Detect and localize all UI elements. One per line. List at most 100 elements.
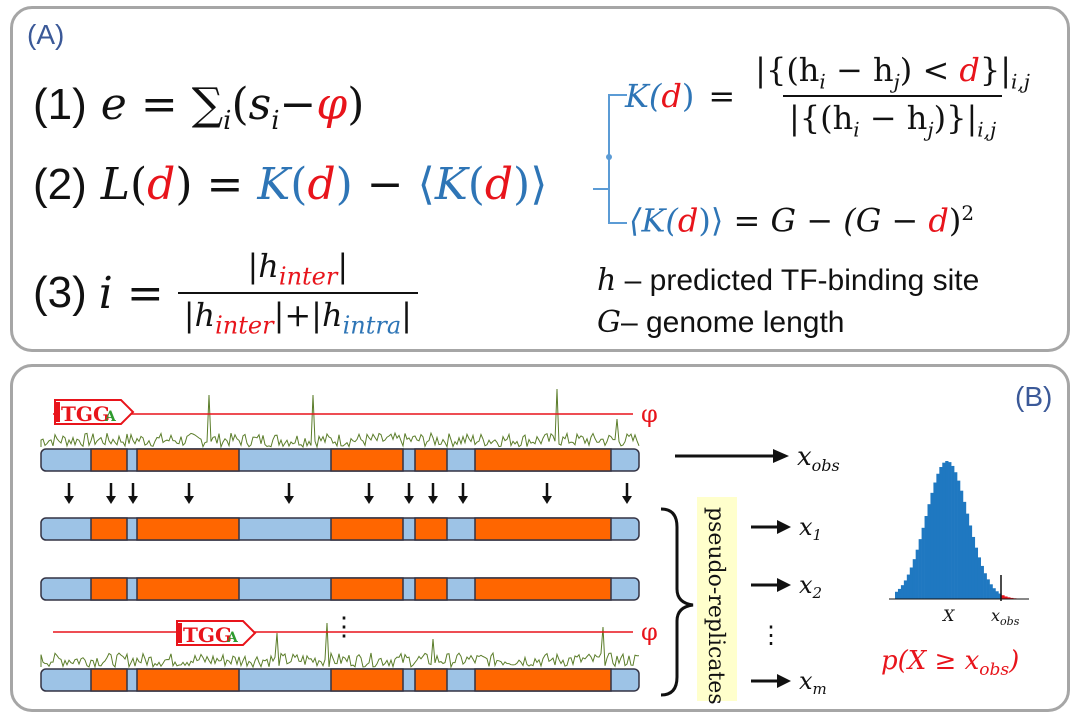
bar-segment	[414, 668, 448, 692]
histogram-bin	[939, 467, 943, 599]
eq3-number: (3)	[33, 268, 87, 318]
bar-segment	[330, 577, 404, 601]
genome-bar-replicate-m	[40, 668, 640, 692]
eq1-sum: ∑	[191, 79, 224, 130]
bar-segment	[474, 517, 612, 541]
k-def-fraction: |{(hi − hj) < d}|i,j |{(hi − hj)}|i,j	[749, 51, 1036, 142]
eq3-lhs: i	[98, 267, 113, 319]
expected-k: ⟨K(d)⟩ = G − (G − d)2	[629, 201, 975, 240]
bar-segment	[474, 668, 612, 692]
histogram-bin	[957, 480, 961, 599]
k-def-numerator: |{(hi − hj) < d}|i,j	[755, 51, 1031, 94]
panel-b-tag: (B)	[1015, 381, 1053, 412]
bar-segment	[414, 448, 448, 472]
signal-noise	[40, 388, 640, 449]
bar-segment	[330, 517, 404, 541]
histogram-bin	[960, 490, 964, 599]
histogram-bin	[912, 559, 916, 599]
k-def-d: d	[661, 77, 682, 116]
genome-bar-replicate-1	[40, 517, 640, 541]
histogram-bin	[995, 591, 999, 599]
eq2-d2: d	[307, 159, 336, 210]
histogram-bin	[945, 461, 949, 599]
svg-text:A: A	[226, 630, 239, 646]
bar-segment	[136, 577, 240, 601]
histogram-bin	[974, 547, 979, 599]
bar-segment	[330, 668, 404, 692]
bar-segment	[136, 448, 240, 472]
bar-segment	[90, 668, 128, 692]
histogram-bin	[1010, 597, 1014, 599]
bar-segment	[90, 448, 128, 472]
genome-bar-observed	[40, 448, 640, 472]
vdots-right: ⋮	[759, 621, 783, 649]
eq1-close: )	[347, 79, 365, 130]
bar-segment	[90, 517, 128, 541]
eq1-equals: =	[140, 79, 178, 130]
motif-logo-top: TGG A	[54, 399, 135, 426]
histogram-bin	[924, 516, 928, 599]
hist-x-label: X	[941, 606, 955, 625]
arrow-xm	[751, 674, 791, 688]
svg-text:TGG: TGG	[61, 402, 110, 426]
arrow-x2	[751, 578, 791, 592]
panel-a-tag: (A)	[27, 19, 65, 50]
histogram-bin	[909, 567, 914, 599]
motif-logo-bottom: TGG A	[176, 620, 257, 647]
histogram-bin	[998, 593, 1002, 599]
panel-b-diagram: φ TGG A φ TGG A ⋮ xobs	[40, 388, 1029, 705]
eq2-d1: d	[147, 159, 176, 210]
histogram-bin	[1007, 597, 1011, 599]
k-def-denominator: |{(hi − hj)}|i,j	[782, 95, 1003, 142]
histogram-bin	[980, 565, 984, 599]
eq1-sum-sub: i	[223, 105, 232, 136]
xm-label: xm	[799, 667, 827, 698]
histogram-bin	[954, 472, 958, 599]
eq2-rangle: ⟩	[530, 159, 548, 210]
noise-track-bottom	[40, 622, 640, 669]
shuffle-arrows	[64, 483, 632, 504]
null-distribution-histogram	[895, 461, 1026, 599]
histogram-bin	[942, 462, 946, 599]
legend-g: G– genome length	[597, 305, 845, 340]
k-def-lhs: K(	[625, 77, 662, 116]
histogram-bin	[983, 573, 987, 599]
eq2-equals: =	[206, 159, 244, 210]
bar-segment	[90, 577, 128, 601]
panel-b: (B) φ TGG A φ TGG A ⋮ xo	[10, 364, 1070, 712]
histogram-bin	[903, 580, 908, 599]
bar-segment	[474, 577, 612, 601]
noise-track-top	[40, 388, 640, 449]
histogram-bin	[900, 585, 905, 599]
bar-segment	[414, 517, 448, 541]
histogram-bin	[921, 527, 925, 599]
histogram-bin	[1004, 596, 1008, 599]
equation-2: (2) L(d) = K(d) − ⟨K(d)⟩	[33, 159, 548, 210]
histogram-bin	[930, 492, 934, 599]
histogram-bin	[948, 462, 952, 599]
vdots-left: ⋮	[331, 612, 357, 642]
histogram-bin	[915, 549, 919, 599]
genome-bar-replicate-2	[40, 577, 640, 601]
eq1-phi: φ	[316, 79, 348, 130]
histogram-bin	[918, 539, 922, 599]
eq1-s-sub: i	[271, 105, 280, 136]
histogram-bin	[895, 591, 899, 599]
p-value-label: p(X ≥ xobs)	[881, 646, 1019, 680]
histogram-bin	[927, 504, 931, 599]
eq2-number: (2)	[33, 160, 87, 209]
bar-segment	[136, 668, 240, 692]
histogram-bin	[933, 482, 937, 599]
histogram-bin	[992, 588, 996, 599]
k-definition: K(d) = |{(hi − hj) < d}|i,j |{(hi − hj)}…	[625, 51, 1036, 142]
eq1-minus: −	[279, 79, 317, 130]
histogram-bin	[962, 501, 967, 599]
svg-text:A: A	[104, 409, 117, 425]
eq2-d3: d	[484, 159, 514, 210]
eq3-numerator: |hinter|	[247, 247, 349, 291]
histogram-bin	[977, 557, 981, 599]
bar-segment	[136, 517, 240, 541]
histogram-bin	[971, 536, 976, 599]
histogram-bin	[906, 574, 911, 599]
x-obs-label: xobs	[797, 442, 840, 475]
